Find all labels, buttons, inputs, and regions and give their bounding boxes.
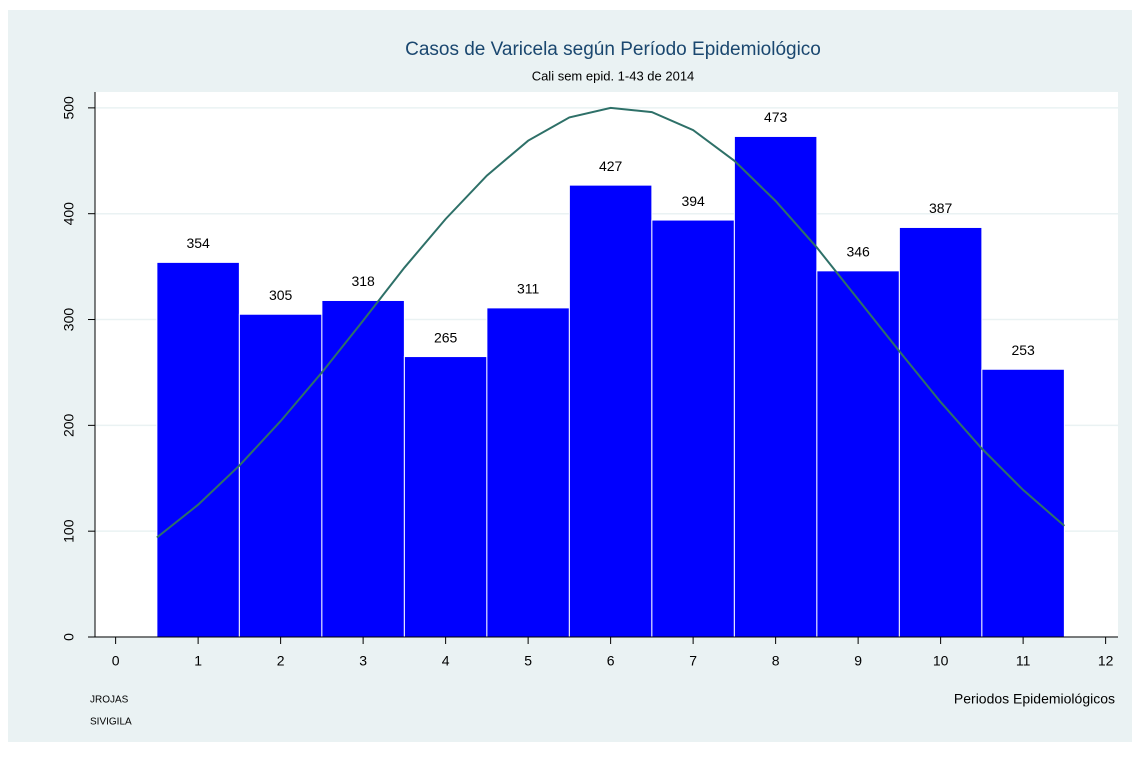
note: SIVIGILA [90,717,132,728]
x-tick-label: 4 [442,653,450,669]
bar [981,368,1065,638]
data-label: 265 [434,329,458,345]
bar [568,184,653,638]
data-label: 387 [929,200,953,216]
data-label: 305 [269,287,293,303]
x-tick-label: 11 [1016,653,1031,669]
x-tick-label: 6 [607,653,615,669]
x-tick-label: 0 [112,653,120,669]
bar [156,261,240,638]
data-label: 394 [681,193,705,209]
x-tick-label: 7 [689,653,697,669]
x-tick-label: 12 [1098,653,1114,669]
note: JROJAS [90,695,129,706]
bar [733,135,818,638]
bar [898,226,983,638]
x-tick-label: 9 [854,653,862,669]
data-label: 346 [846,244,870,260]
data-label: 311 [517,281,540,297]
bar [238,313,323,638]
chart-title: Casos de Varicela según Período Epidemio… [405,39,821,60]
y-tick-label: 300 [61,308,77,332]
x-tick-label: 5 [524,653,532,669]
bar [486,307,570,638]
y-tick-label: 200 [61,413,77,437]
x-tick-label: 3 [359,653,367,669]
data-label: 427 [599,158,623,174]
x-tick-label: 2 [277,653,285,669]
bar [816,270,900,638]
data-label: 473 [764,109,788,125]
x-tick-label: 10 [933,653,949,669]
y-tick-label: 100 [61,519,77,543]
y-tick-label: 500 [61,96,77,120]
data-label: 253 [1011,342,1035,358]
bar [403,356,488,638]
data-label: 354 [186,235,210,251]
x-axis-label: Periodos Epidemiológicos [954,691,1115,707]
curve [156,106,1066,539]
y-tick-label: 0 [61,633,77,641]
chart-subtitle: Cali sem epid. 1-43 de 2014 [532,68,695,83]
data-label: 318 [351,273,375,289]
y-tick-label: 400 [61,202,77,226]
bar [321,299,405,638]
x-tick-label: 8 [772,653,780,669]
bar [651,219,735,638]
x-tick-label: 1 [194,653,202,669]
